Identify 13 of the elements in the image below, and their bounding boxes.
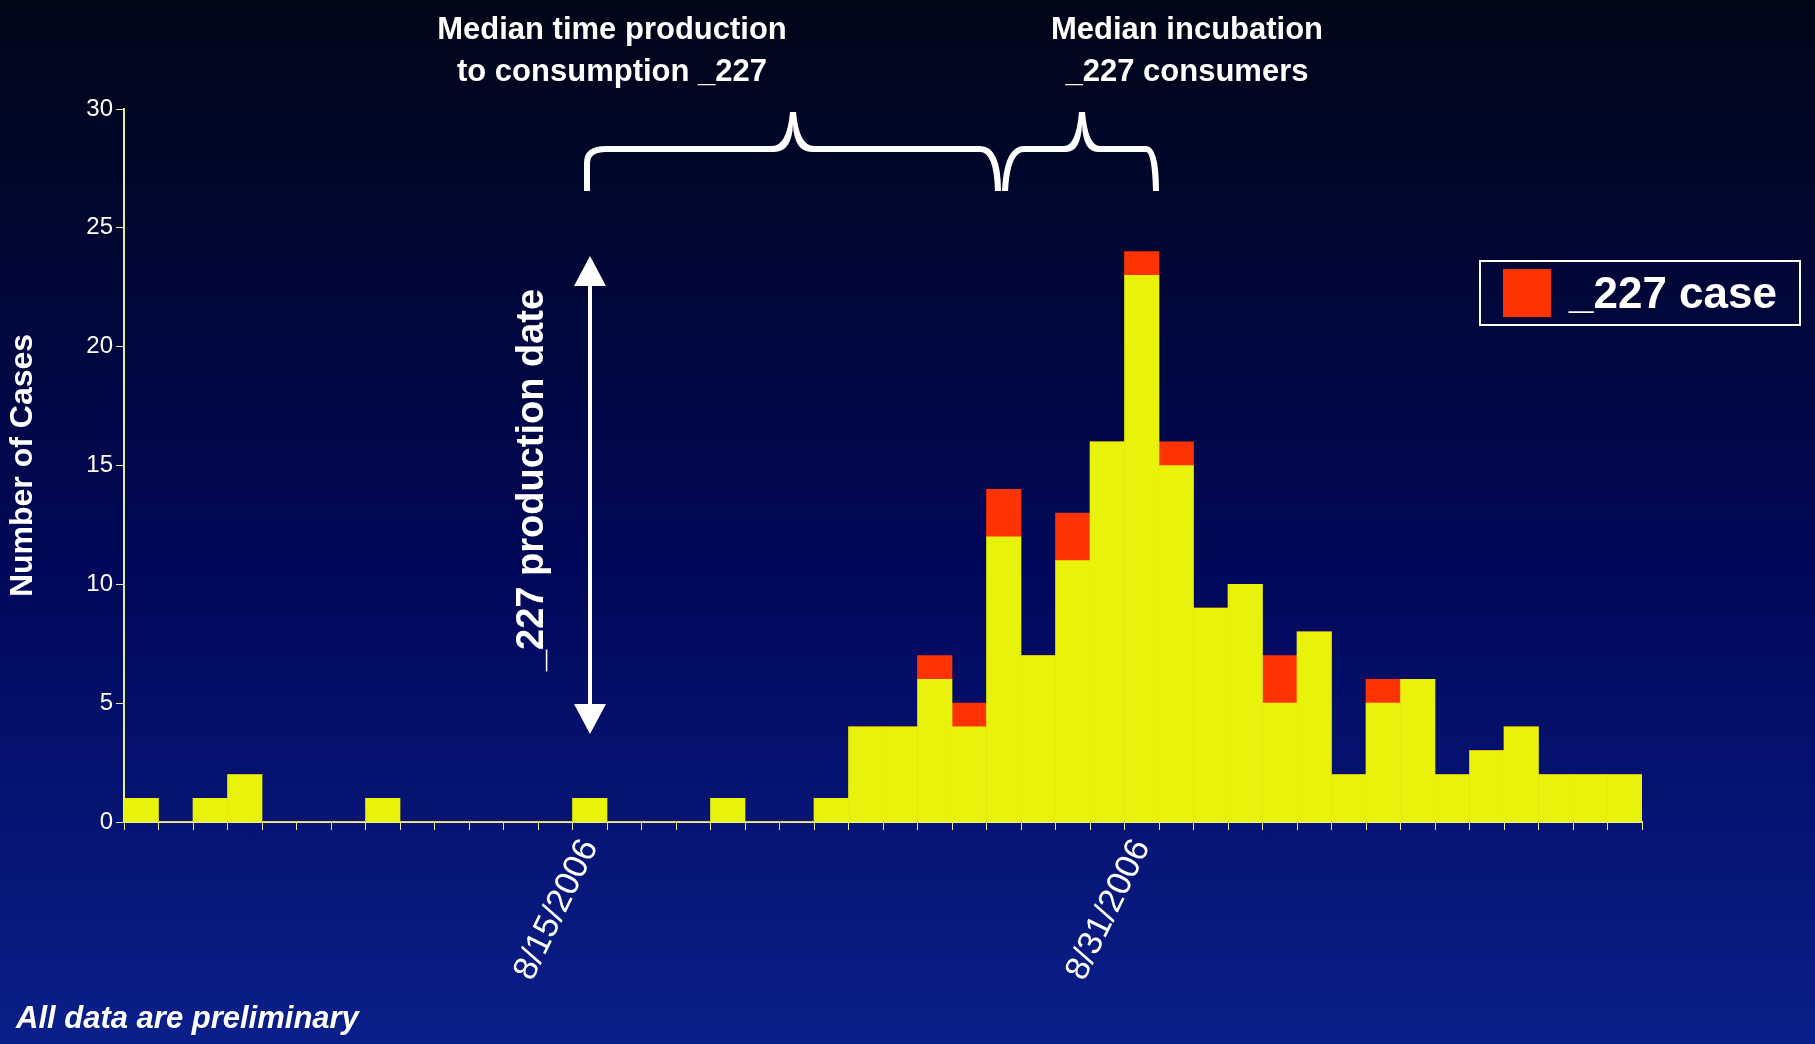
y-tick-label: 15 (86, 450, 113, 478)
y-tick-label: 0 (99, 806, 113, 834)
y-tick-label: 5 (99, 687, 113, 715)
legend-label: _227 case (1569, 268, 1777, 318)
text: Median time production to consumption _227 (436, 10, 788, 90)
y-tick-label: 25 (86, 212, 113, 240)
text: All data are preliminary (16, 1000, 359, 1036)
text: Median incubation _227 consumers (1049, 10, 1325, 90)
y-tick-label: 30 (86, 93, 113, 121)
y-tick-label: 10 (86, 568, 113, 596)
annotation: _227 production date (508, 288, 552, 672)
y-tick-label: 20 (86, 331, 113, 359)
y-axis-title: Number of Cases (3, 333, 40, 598)
